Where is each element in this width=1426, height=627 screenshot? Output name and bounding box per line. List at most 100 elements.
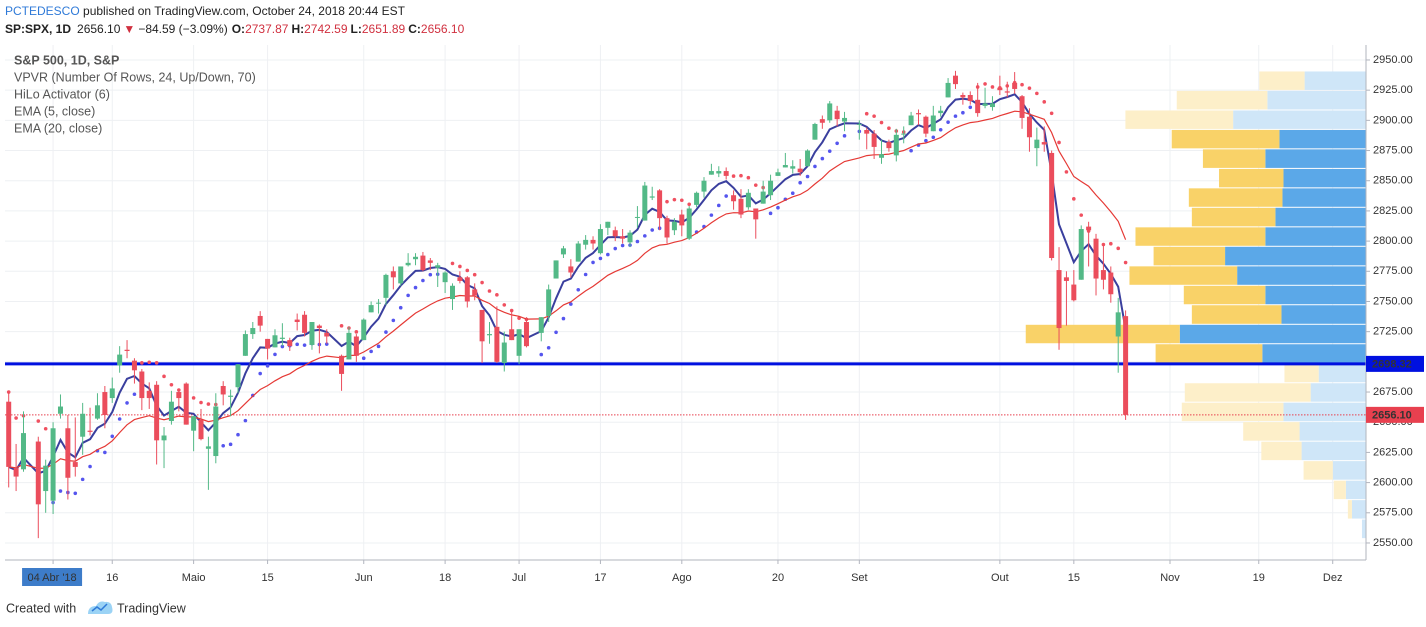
- candle-body: [871, 133, 877, 147]
- legend-item: EMA (5, close): [14, 104, 95, 118]
- candle-body: [923, 116, 929, 134]
- candle-body: [1071, 284, 1077, 301]
- candle-body: [546, 289, 552, 316]
- hilo-dot: [583, 272, 588, 277]
- candle-body: [989, 103, 995, 108]
- o-label: O:: [232, 22, 245, 36]
- candle-body: [834, 110, 840, 120]
- hilo-dot: [672, 197, 677, 202]
- candle-body: [901, 133, 907, 135]
- hilo-dot: [827, 149, 832, 153]
- last: 2656.10: [77, 22, 121, 36]
- hilo-dot: [746, 175, 751, 180]
- candle-body: [94, 405, 100, 419]
- candle-body: [191, 416, 197, 431]
- candle-body: [198, 419, 204, 440]
- candle-body: [760, 191, 766, 204]
- candle-body: [612, 230, 618, 237]
- profile-up: [1345, 480, 1366, 500]
- hilo-dot: [687, 202, 691, 207]
- author[interactable]: PCTEDESCO: [5, 4, 80, 18]
- candle-body: [65, 428, 71, 478]
- candle-body: [738, 198, 744, 215]
- header-line: PCTEDESCO published on TradingView.com, …: [5, 4, 406, 18]
- hilo-dot: [1079, 213, 1084, 217]
- profile-up: [1237, 266, 1366, 285]
- candle-body: [1019, 96, 1025, 118]
- hilo-dot: [650, 228, 655, 232]
- x-tick-label: Out: [991, 572, 1009, 584]
- price-lines: [5, 362, 1366, 416]
- candle-body: [1004, 91, 1010, 93]
- candle-body: [812, 123, 818, 140]
- candle-body: [302, 314, 308, 333]
- candle-body: [1049, 152, 1055, 259]
- hilo-dot: [591, 260, 595, 265]
- hilo-dot: [103, 450, 107, 455]
- candle-body: [1034, 139, 1040, 149]
- y-tick-label: 2925.00: [1373, 84, 1413, 96]
- candle-body: [242, 334, 248, 356]
- candle-body: [745, 192, 751, 208]
- candle-body: [679, 214, 685, 226]
- candle-body: [183, 383, 189, 425]
- candle-body: [427, 260, 433, 263]
- candle-body: [1063, 277, 1069, 281]
- y-tick-label: 2750.00: [1373, 295, 1413, 307]
- profile-down: [1191, 207, 1276, 227]
- hilo-dot: [953, 114, 958, 118]
- profile-up: [1332, 461, 1366, 480]
- legend-item: EMA (20, close): [14, 121, 102, 135]
- profile-down: [1261, 441, 1302, 461]
- profile-down: [1303, 461, 1333, 480]
- candle-body: [154, 384, 160, 441]
- hilo-dot: [110, 434, 115, 439]
- candles: [6, 70, 1129, 539]
- profile-up: [1179, 324, 1366, 344]
- profile-down: [1176, 90, 1268, 110]
- logo[interactable]: [88, 601, 113, 615]
- candle-body: [435, 265, 441, 268]
- candle-body: [768, 180, 774, 196]
- hilo-dot: [162, 374, 166, 379]
- candle-body: [642, 185, 648, 221]
- hilo-dot: [1109, 241, 1113, 246]
- profile-up: [1283, 168, 1366, 188]
- candle-body: [464, 277, 470, 302]
- candle-body: [930, 115, 936, 132]
- hilo-dot: [154, 361, 159, 365]
- hilo-dot: [406, 293, 410, 298]
- footer-brand[interactable]: TradingView: [117, 601, 187, 615]
- candle-body: [50, 428, 56, 501]
- candle-body: [124, 349, 130, 351]
- candle-body: [538, 317, 544, 333]
- y-tick-label: 2600.00: [1373, 477, 1413, 489]
- symbol: SP:SPX, 1D: [5, 22, 71, 36]
- hilo-dot: [798, 180, 802, 185]
- candle-body: [864, 130, 870, 134]
- y-tick-label: 2825.00: [1373, 205, 1413, 217]
- candle-body: [1041, 142, 1047, 145]
- profile-up: [1262, 344, 1366, 363]
- candle-body: [708, 171, 714, 175]
- hilo-dot: [1027, 86, 1032, 90]
- candle-body: [450, 285, 456, 300]
- c-label: C:: [408, 22, 421, 36]
- candle-body: [523, 322, 529, 347]
- candle-body: [161, 435, 167, 441]
- candle-body: [1056, 270, 1062, 329]
- y-tick-label: 2725.00: [1373, 326, 1413, 338]
- candle-body: [590, 239, 596, 244]
- y-tick-label: 2950.00: [1373, 54, 1413, 66]
- candle-body: [775, 172, 781, 176]
- candle-body: [279, 337, 285, 339]
- candle-body: [960, 94, 966, 98]
- y-tick-label: 2775.00: [1373, 265, 1413, 277]
- profile-up: [1282, 188, 1366, 207]
- hilo-dot: [465, 268, 470, 273]
- hilo-dot: [132, 392, 137, 397]
- low: 2651.89: [362, 22, 406, 36]
- hilo-dot: [968, 105, 973, 110]
- candle-body: [634, 216, 640, 218]
